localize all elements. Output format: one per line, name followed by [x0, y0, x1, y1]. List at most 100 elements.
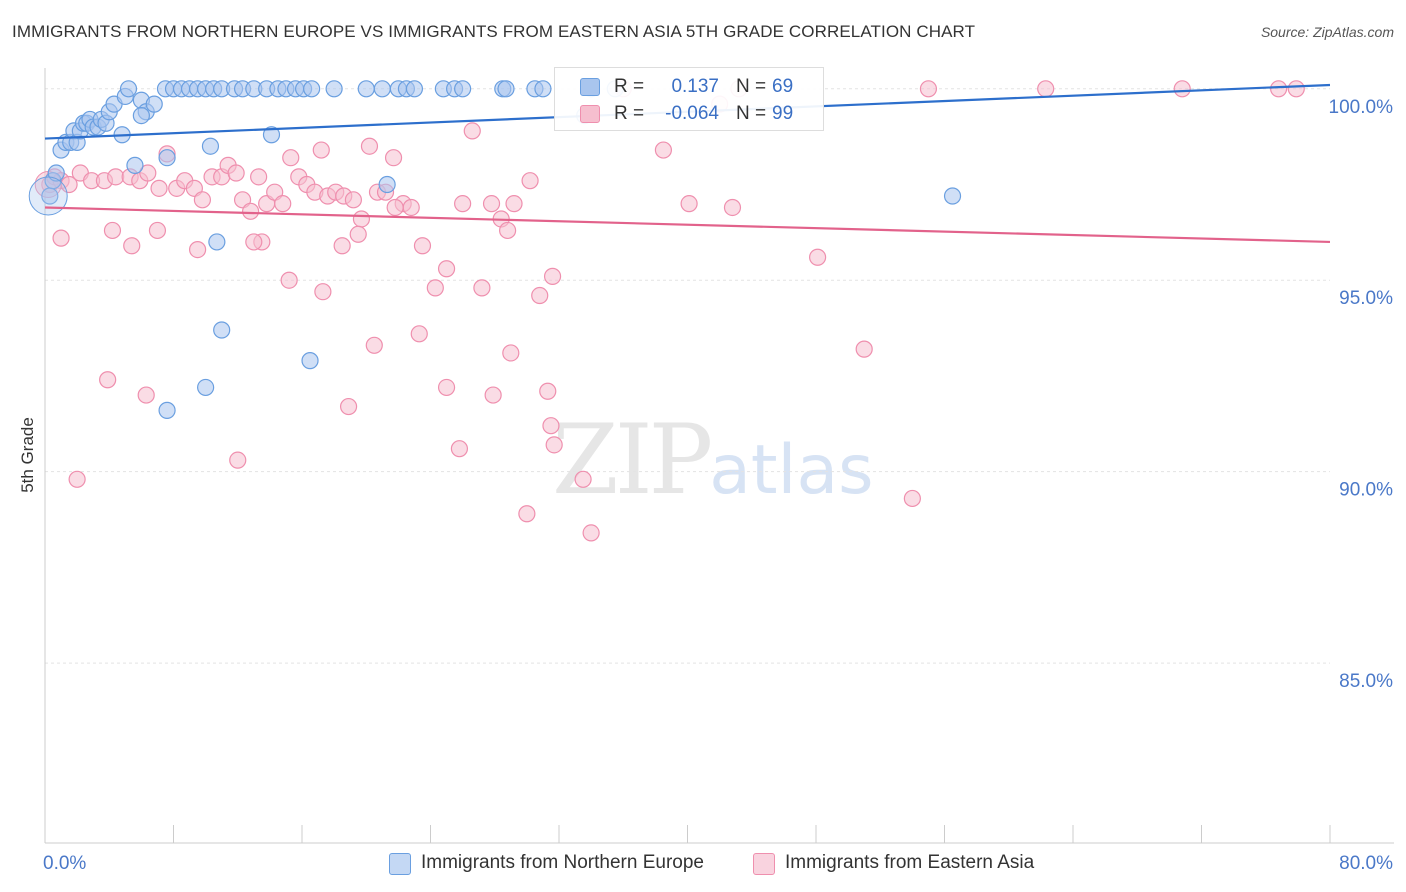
northern-europe-point — [158, 401, 176, 419]
eastern-asia-point — [123, 237, 141, 255]
legend-row-northern-europe: R = 0.137 N = 69 — [555, 74, 823, 100]
eastern-asia-point — [505, 195, 523, 213]
eastern-asia-point — [360, 137, 379, 155]
eastern-asia-point — [250, 168, 268, 186]
northern-europe-point — [208, 233, 226, 251]
legend-r-label: R = — [614, 76, 645, 97]
northern-europe-point — [405, 80, 424, 98]
eastern-asia-point — [384, 149, 403, 167]
legend-label: Immigrants from Eastern Asia — [785, 852, 1035, 873]
eastern-asia-point — [99, 371, 117, 389]
axes — [44, 68, 1394, 844]
eastern-asia-point — [150, 179, 168, 197]
northern-europe-point — [301, 352, 319, 370]
eastern-asia-point — [463, 122, 481, 140]
eastern-asia-point — [502, 344, 520, 362]
watermark-zip: ZIP — [552, 404, 713, 516]
northern-europe-point — [213, 321, 231, 339]
eastern-asia-point — [426, 279, 444, 297]
eastern-asia-point — [333, 237, 351, 255]
northern-europe-point — [158, 149, 176, 167]
eastern-asia-point — [654, 141, 673, 159]
northern-europe-point — [357, 80, 375, 98]
chart-source: Source: ZipAtlas.com — [1260, 24, 1394, 40]
eastern-asia-point — [450, 440, 469, 458]
eastern-asia-point — [188, 240, 207, 259]
x-tick-label: 80.0% — [1339, 853, 1393, 874]
eastern-asia-point — [545, 436, 563, 454]
northern-europe-point — [126, 156, 144, 174]
eastern-asia-point — [282, 149, 300, 167]
northern-europe-point — [262, 126, 281, 144]
legend-row-eastern-asia: R = -0.064 N = 99 — [555, 101, 823, 127]
axis-labels: 100.0% 95.0% 90.0% 85.0% 0.0% 80.0% 5th Grade — [18, 97, 1393, 874]
northern-europe-point — [119, 80, 138, 98]
eastern-asia-point — [107, 168, 125, 186]
eastern-asia-point — [274, 195, 292, 213]
northern-europe-point — [303, 80, 321, 98]
eastern-asia-point — [148, 221, 167, 240]
eastern-asia-point — [543, 267, 562, 285]
eastern-asia-point — [280, 271, 298, 289]
legend-n-label: N = — [736, 103, 767, 124]
eastern-asia-point — [242, 202, 260, 220]
eastern-asia-point — [402, 198, 420, 217]
x-tick-label: 0.0% — [43, 853, 86, 874]
eastern-asia-point — [227, 164, 245, 182]
eastern-asia-point — [52, 229, 70, 247]
legend-r-value: 0.137 — [671, 76, 719, 97]
eastern-asia-point — [103, 221, 122, 240]
eastern-asia-point — [499, 221, 517, 240]
northern-europe-point — [373, 80, 391, 98]
northern-europe-point — [28, 176, 68, 216]
y-tick-label: 100.0% — [1329, 97, 1394, 118]
eastern-asia-point — [1287, 80, 1305, 98]
eastern-asia-point — [473, 279, 491, 297]
eastern-asia-point — [680, 195, 698, 213]
eastern-asia-point — [437, 260, 456, 278]
eastern-asia-point — [919, 80, 938, 98]
eastern-asia-trend-line — [44, 206, 1331, 244]
legend-r-value: -0.064 — [665, 103, 719, 124]
northern-europe-point — [454, 80, 472, 98]
eastern-asia-point — [229, 451, 247, 469]
y-tick-label: 90.0% — [1339, 480, 1393, 501]
eastern-asia-point — [582, 524, 600, 542]
y-tick-label: 85.0% — [1339, 671, 1393, 692]
northern-europe-point — [378, 175, 396, 194]
eastern-asia-point — [312, 141, 330, 159]
legend-swatch-pink — [580, 105, 600, 123]
eastern-asia-point — [365, 336, 383, 354]
eastern-asia-point — [410, 325, 428, 343]
eastern-asia-point — [386, 198, 404, 217]
eastern-asia-point — [574, 470, 592, 488]
series-legend: Immigrants from Northern Europe Immigran… — [0, 852, 1406, 878]
eastern-asia-point — [193, 191, 212, 209]
legend-n-value: 99 — [772, 103, 794, 124]
eastern-asia-point — [518, 505, 536, 523]
legend-n-label: N = — [736, 76, 767, 97]
eastern-asia-point — [1037, 80, 1055, 98]
legend-swatch-blue — [580, 78, 600, 96]
northern-europe-point — [145, 95, 163, 113]
eastern-asia-point — [437, 378, 456, 397]
eastern-asia-point — [344, 191, 362, 209]
eastern-asia-point — [349, 225, 367, 243]
legend-n-value: 69 — [772, 76, 794, 97]
eastern-asia-point — [903, 489, 921, 508]
eastern-asia-point — [339, 397, 358, 416]
northern-europe-point — [197, 378, 215, 397]
eastern-asia-point — [1173, 80, 1191, 98]
zipatlas-watermark: ZIPatlas — [552, 404, 874, 516]
eastern-asia-point — [531, 286, 549, 305]
y-axis-title: 5th Grade — [18, 417, 37, 493]
eastern-asia-point — [484, 386, 502, 404]
eastern-asia-point — [68, 470, 86, 488]
eastern-asia-point — [855, 340, 873, 358]
eastern-asia-point — [139, 164, 157, 182]
eastern-asia-point — [539, 382, 557, 400]
eastern-asia-point — [454, 195, 472, 213]
northern-europe-point — [201, 137, 220, 155]
eastern-asia-point — [413, 237, 432, 255]
